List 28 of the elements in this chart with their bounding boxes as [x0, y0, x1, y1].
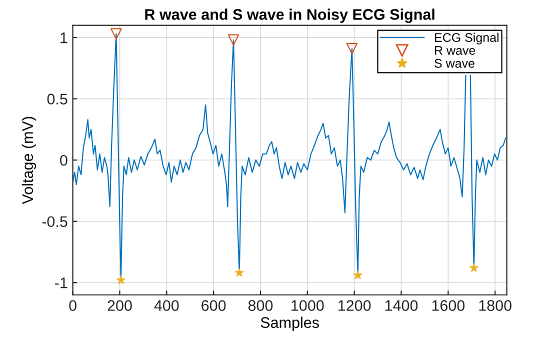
- y-tick-label: 1: [60, 32, 68, 44]
- y-axis-title: Voltage (mV): [22, 116, 36, 204]
- point: [228, 34, 240, 46]
- legend-label: R wave: [435, 46, 476, 55]
- chart-title: R wave and S wave in Noisy ECG Signal: [145, 8, 434, 23]
- legend-label: ECG Signal: [435, 32, 498, 44]
- x-axis-title: Samples: [260, 316, 319, 331]
- point: [469, 263, 478, 272]
- point: [110, 28, 122, 40]
- point: [234, 268, 244, 277]
- x-tick-label: 1400: [385, 300, 418, 311]
- x-tick-label: 600: [202, 300, 226, 311]
- x-tick-label: 1000: [292, 300, 324, 311]
- x-tick-label: 1200: [338, 300, 371, 311]
- legend-label: S wave: [434, 58, 474, 68]
- x-tick-label: 800: [248, 300, 273, 311]
- x-tick-label: 0: [69, 300, 76, 311]
- x-tick-label: 1600: [432, 300, 465, 311]
- y-tick-label: -0.5: [42, 216, 68, 228]
- y-tick-label: -1: [55, 278, 68, 288]
- y-tick-label: 0.5: [47, 94, 68, 104]
- x-tick-label: 1800: [479, 300, 512, 311]
- x-tick-label: 200: [108, 300, 132, 311]
- y-tick-label: 0: [60, 154, 68, 166]
- point: [116, 275, 126, 284]
- point: [346, 42, 358, 54]
- x-tick-label: 400: [154, 300, 179, 311]
- point: [353, 270, 362, 280]
